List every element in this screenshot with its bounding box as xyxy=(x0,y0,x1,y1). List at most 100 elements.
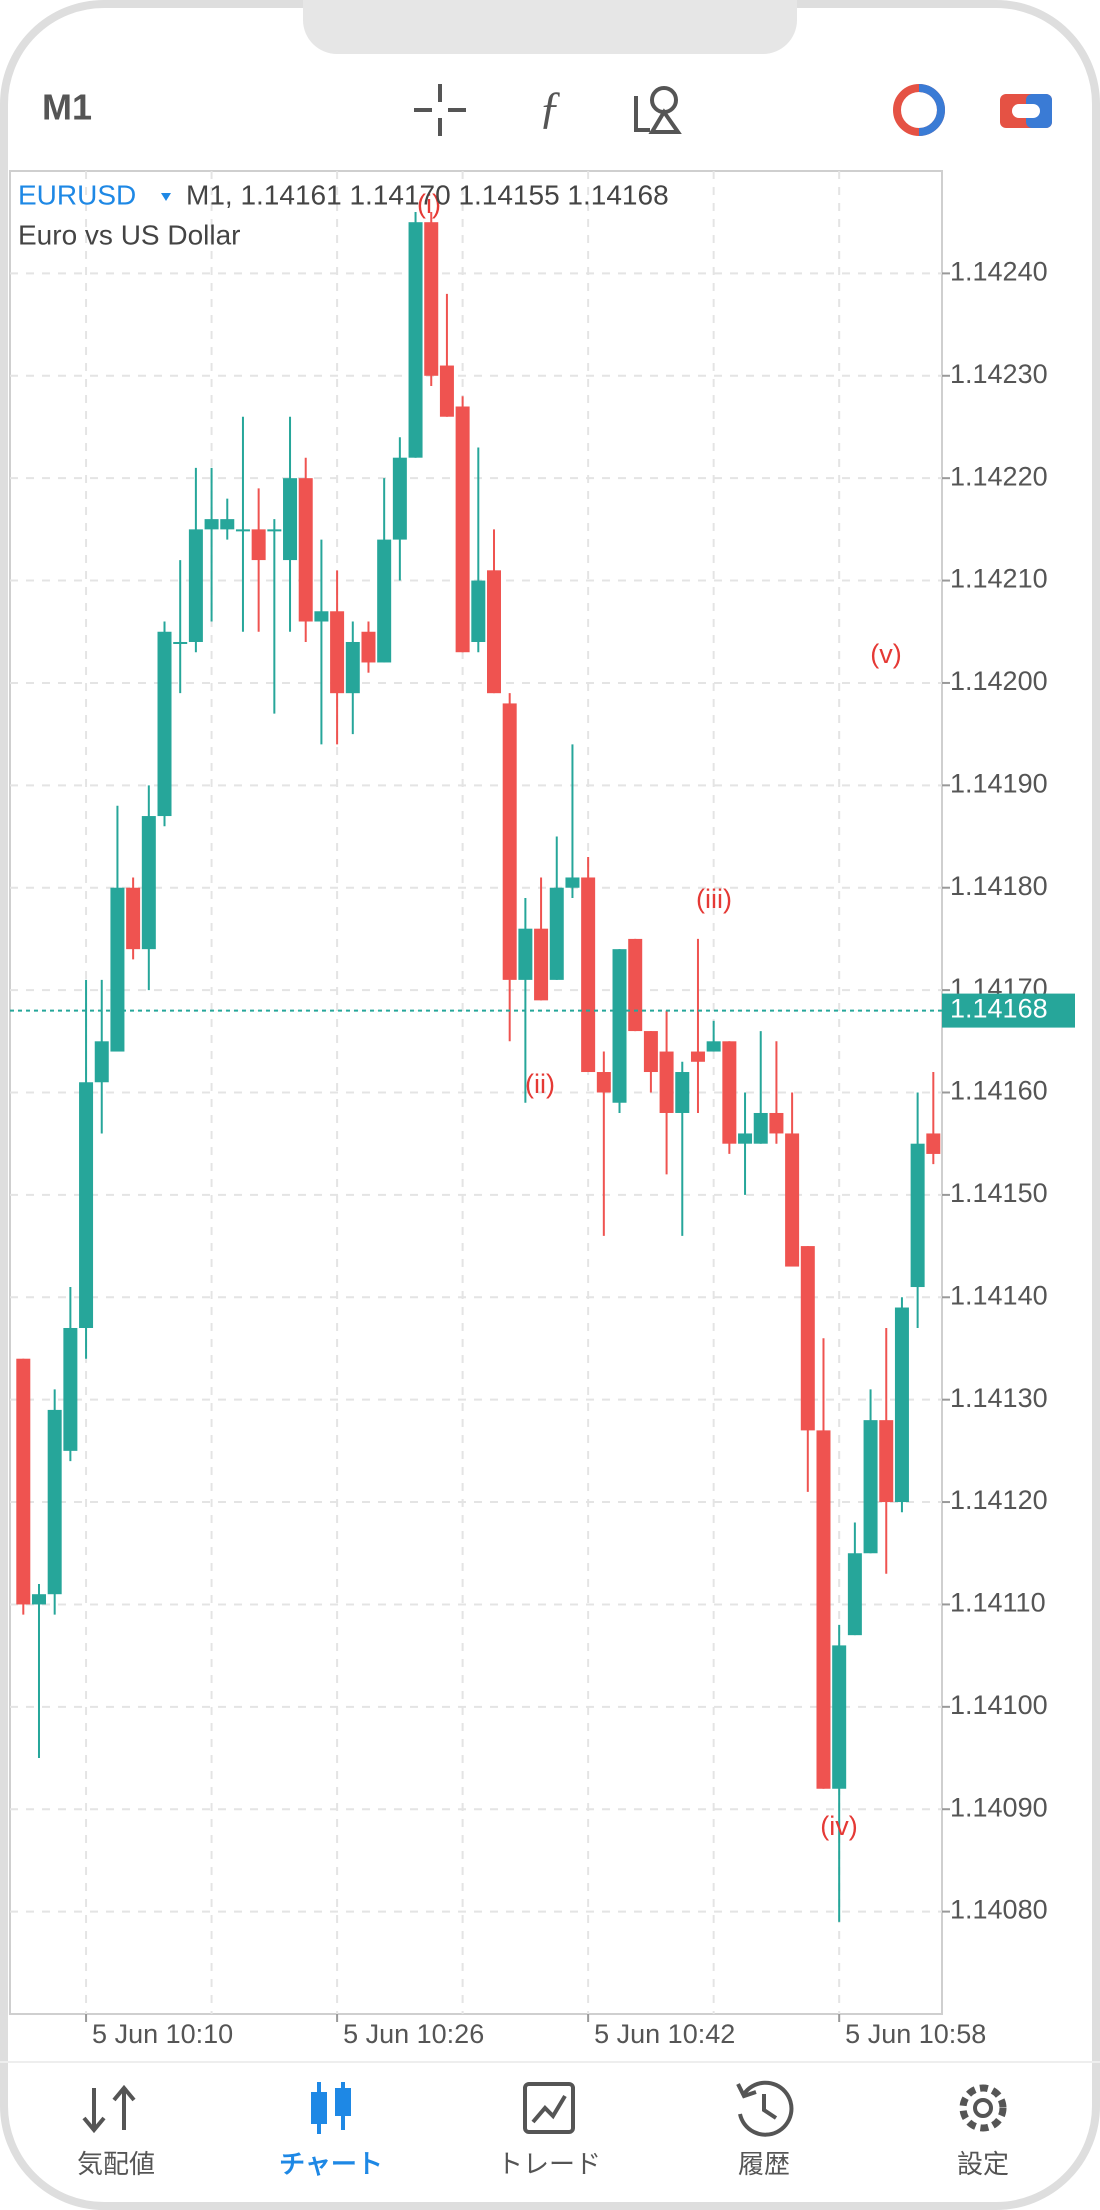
wave-label: (iii) xyxy=(696,884,732,914)
description: Euro vs US Dollar xyxy=(18,219,241,250)
quote: M1, 1.14161 1.14170 1.14155 1.14168 xyxy=(186,179,669,210)
tab-icon-part[interactable] xyxy=(736,2080,794,2137)
tab-label[interactable]: 履歴 xyxy=(738,2149,790,2179)
notch xyxy=(303,0,797,54)
candle-body xyxy=(110,887,125,1052)
candle-body xyxy=(188,529,203,642)
timeframe[interactable]: M1 xyxy=(42,87,92,128)
candle-body xyxy=(628,938,643,1032)
candle-body xyxy=(220,519,235,530)
candle-body xyxy=(94,1041,109,1083)
candle-body xyxy=(534,928,549,1001)
symbol[interactable]: EURUSD xyxy=(18,179,136,210)
y-tick-label: 1.14230 xyxy=(950,359,1048,389)
tab-icon-part[interactable] xyxy=(523,2082,575,2134)
candle-body xyxy=(690,1051,705,1062)
crosshair-icon[interactable] xyxy=(414,84,466,136)
candle-body xyxy=(487,570,501,694)
candle-body xyxy=(267,529,282,532)
candle-body xyxy=(910,1143,925,1288)
wave-label: (iv) xyxy=(820,1811,857,1841)
candle-body xyxy=(126,887,141,950)
tab-label[interactable]: 設定 xyxy=(957,2149,1009,2179)
candle-body xyxy=(63,1327,78,1451)
candle-body xyxy=(596,1072,611,1093)
y-tick-label: 1.14210 xyxy=(950,564,1048,594)
candle-body xyxy=(769,1112,784,1134)
tab-icon-part[interactable] xyxy=(82,2084,136,2134)
x-tick-label: 5 Jun 10:10 xyxy=(92,2019,233,2049)
candle-body xyxy=(361,631,376,663)
y-tick-label: 1.14150 xyxy=(950,1178,1048,1208)
candle-body xyxy=(659,1051,674,1113)
candle-body xyxy=(675,1072,690,1113)
y-tick-label: 1.14240 xyxy=(950,257,1048,287)
y-tick-label: 1.14080 xyxy=(950,1895,1048,1925)
tab-icon[interactable] xyxy=(736,2080,794,2137)
tab-icon[interactable] xyxy=(311,2082,351,2134)
candle-body xyxy=(832,1645,847,1789)
candle-body xyxy=(455,406,470,653)
candle-body xyxy=(424,222,439,376)
candle-body xyxy=(785,1133,800,1267)
candle-body xyxy=(549,887,564,980)
tab-icon[interactable] xyxy=(523,2082,575,2134)
candle-body xyxy=(345,641,360,694)
x-tick-label: 5 Jun 10:42 xyxy=(594,2019,735,2049)
candle-body xyxy=(31,1594,46,1605)
candle-body xyxy=(738,1133,753,1144)
candle-body xyxy=(408,222,423,458)
candle-body xyxy=(157,631,172,817)
candle-body xyxy=(643,1031,658,1073)
candle-body xyxy=(141,816,156,950)
tab-label[interactable]: 気配値 xyxy=(77,2149,155,2179)
candle-body xyxy=(330,611,345,694)
tab-icon-part[interactable] xyxy=(317,2082,345,2134)
candle-body xyxy=(502,703,517,980)
y-tick-label: 1.14090 xyxy=(950,1792,1048,1822)
chart: 1.14080 1.14090 1.14100 1.14110 1.14120 1.141… xyxy=(10,171,1075,2049)
tab-bar: 気配値 チャート トレード 履歴 設定 xyxy=(77,2080,1009,2179)
y-tick-label: 1.14160 xyxy=(950,1076,1048,1106)
candle-body xyxy=(816,1430,831,1789)
y-tick-label: 1.14190 xyxy=(950,768,1048,798)
candle-body xyxy=(879,1420,894,1503)
indicator-icon[interactable]: ƒ xyxy=(539,82,562,133)
x-tick-label: 5 Jun 10:26 xyxy=(343,2019,484,2049)
tab-icon[interactable] xyxy=(959,2084,1007,2132)
trade-icon[interactable] xyxy=(1000,94,1052,128)
tab-icon-part[interactable] xyxy=(973,2098,993,2118)
candle-body xyxy=(863,1420,878,1554)
candle-body xyxy=(800,1246,815,1431)
current-price-tag xyxy=(942,993,1075,1028)
tab-label[interactable]: チャート xyxy=(279,2149,383,2179)
candle-body xyxy=(722,1041,737,1144)
candle-body xyxy=(283,478,298,561)
tab-icon-part[interactable] xyxy=(959,2084,1007,2132)
wave-label: (ii) xyxy=(525,1069,555,1099)
x-tick-label: 5 Jun 10:58 xyxy=(845,2019,986,2049)
symbol-dropdown[interactable] xyxy=(161,193,171,201)
candle-body xyxy=(471,580,486,642)
objects-icon[interactable] xyxy=(634,86,682,134)
candle-body xyxy=(204,519,219,530)
account-icon[interactable] xyxy=(893,84,945,136)
y-tick-label: 1.14140 xyxy=(950,1280,1048,1310)
candle-body xyxy=(518,928,533,980)
y-tick-label: 1.14110 xyxy=(950,1588,1046,1618)
candle-body xyxy=(314,611,329,622)
tab-icon-part[interactable] xyxy=(531,2094,567,2124)
candle-body xyxy=(173,641,188,644)
y-tick-label: 1.14120 xyxy=(950,1485,1048,1515)
y-tick-label: 1.14130 xyxy=(950,1383,1048,1413)
tab-label[interactable]: トレード xyxy=(497,2149,601,2179)
tab-icon[interactable] xyxy=(82,2084,136,2134)
y-tick-label: 1.14100 xyxy=(950,1690,1048,1720)
candle-body xyxy=(392,457,407,540)
candle-body xyxy=(847,1553,862,1636)
candle-body xyxy=(894,1307,909,1503)
candle-body xyxy=(439,365,454,417)
y-tick-label: 1.14220 xyxy=(950,461,1048,491)
